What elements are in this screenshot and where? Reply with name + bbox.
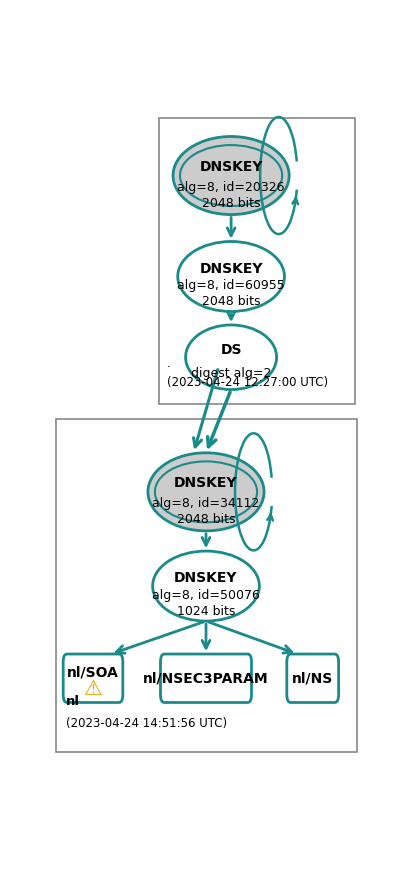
Ellipse shape: [180, 145, 282, 206]
FancyBboxPatch shape: [159, 118, 355, 405]
Text: DNSKEY: DNSKEY: [199, 160, 263, 174]
Ellipse shape: [155, 461, 257, 523]
Text: alg=8, id=50076
1024 bits: alg=8, id=50076 1024 bits: [152, 589, 260, 618]
Text: DNSKEY: DNSKEY: [174, 476, 238, 490]
FancyBboxPatch shape: [160, 654, 252, 703]
Ellipse shape: [173, 136, 289, 215]
FancyBboxPatch shape: [63, 654, 123, 703]
Text: nl/SOA: nl/SOA: [67, 665, 119, 679]
Ellipse shape: [148, 453, 264, 531]
FancyBboxPatch shape: [56, 420, 357, 753]
Text: .: .: [167, 357, 171, 371]
Text: DNSKEY: DNSKEY: [174, 572, 238, 586]
Text: alg=8, id=60955
2048 bits: alg=8, id=60955 2048 bits: [177, 280, 285, 309]
Text: digest alg=2: digest alg=2: [191, 367, 271, 380]
Text: DS: DS: [220, 343, 242, 357]
Text: DNSKEY: DNSKEY: [199, 262, 263, 276]
Text: ⚠: ⚠: [83, 679, 102, 699]
Text: nl: nl: [66, 695, 80, 708]
Ellipse shape: [153, 551, 259, 621]
FancyBboxPatch shape: [287, 654, 339, 703]
Text: alg=8, id=34112
2048 bits: alg=8, id=34112 2048 bits: [152, 496, 260, 526]
Text: (2023-04-24 12:27:00 UTC): (2023-04-24 12:27:00 UTC): [167, 376, 328, 389]
Ellipse shape: [178, 241, 284, 311]
Text: alg=8, id=20326
2048 bits: alg=8, id=20326 2048 bits: [177, 181, 285, 210]
Ellipse shape: [185, 325, 277, 390]
Text: nl/NSEC3PARAM: nl/NSEC3PARAM: [143, 671, 269, 685]
Text: (2023-04-24 14:51:56 UTC): (2023-04-24 14:51:56 UTC): [66, 717, 227, 730]
Text: nl/NS: nl/NS: [292, 671, 333, 685]
